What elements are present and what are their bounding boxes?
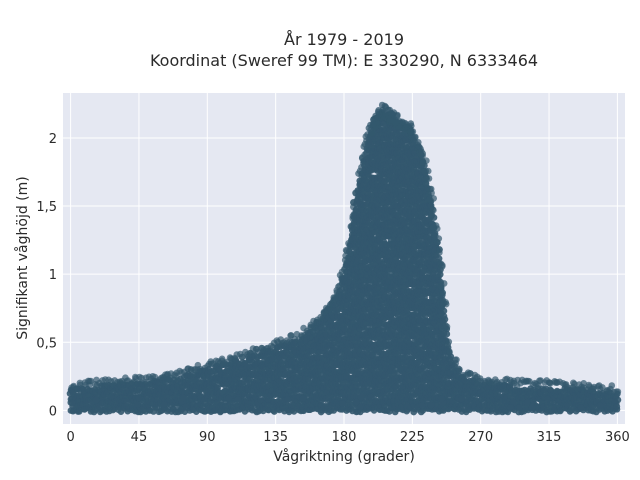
scatter-point <box>430 195 438 202</box>
scatter-point <box>437 283 445 291</box>
scatter-points <box>66 101 622 416</box>
scatter-point <box>427 185 435 193</box>
scatter-point <box>239 353 246 361</box>
scatter-point <box>446 348 453 355</box>
scatter-point <box>456 366 463 373</box>
scatter-point <box>194 361 202 369</box>
scatter-point <box>423 175 431 183</box>
scatter-point <box>443 323 451 331</box>
scatter-point <box>428 210 435 217</box>
scatter-point <box>439 263 446 270</box>
scatter-point <box>423 157 430 164</box>
scatter-point <box>432 232 439 240</box>
scatter-point <box>207 358 215 365</box>
scatter-point <box>444 341 452 348</box>
scatter-point <box>417 151 425 158</box>
scatter-point <box>440 307 448 315</box>
scatter-point <box>436 249 443 256</box>
scatter-point <box>421 168 428 175</box>
scatter-point <box>439 289 447 297</box>
scatter-point <box>442 300 450 308</box>
chart-title-line-1: År 1979 - 2019 <box>284 30 404 49</box>
chart-title-line-2: Koordinat (Sweref 99 TM): E 330290, N 63… <box>150 51 538 70</box>
scatter-point <box>429 224 437 231</box>
